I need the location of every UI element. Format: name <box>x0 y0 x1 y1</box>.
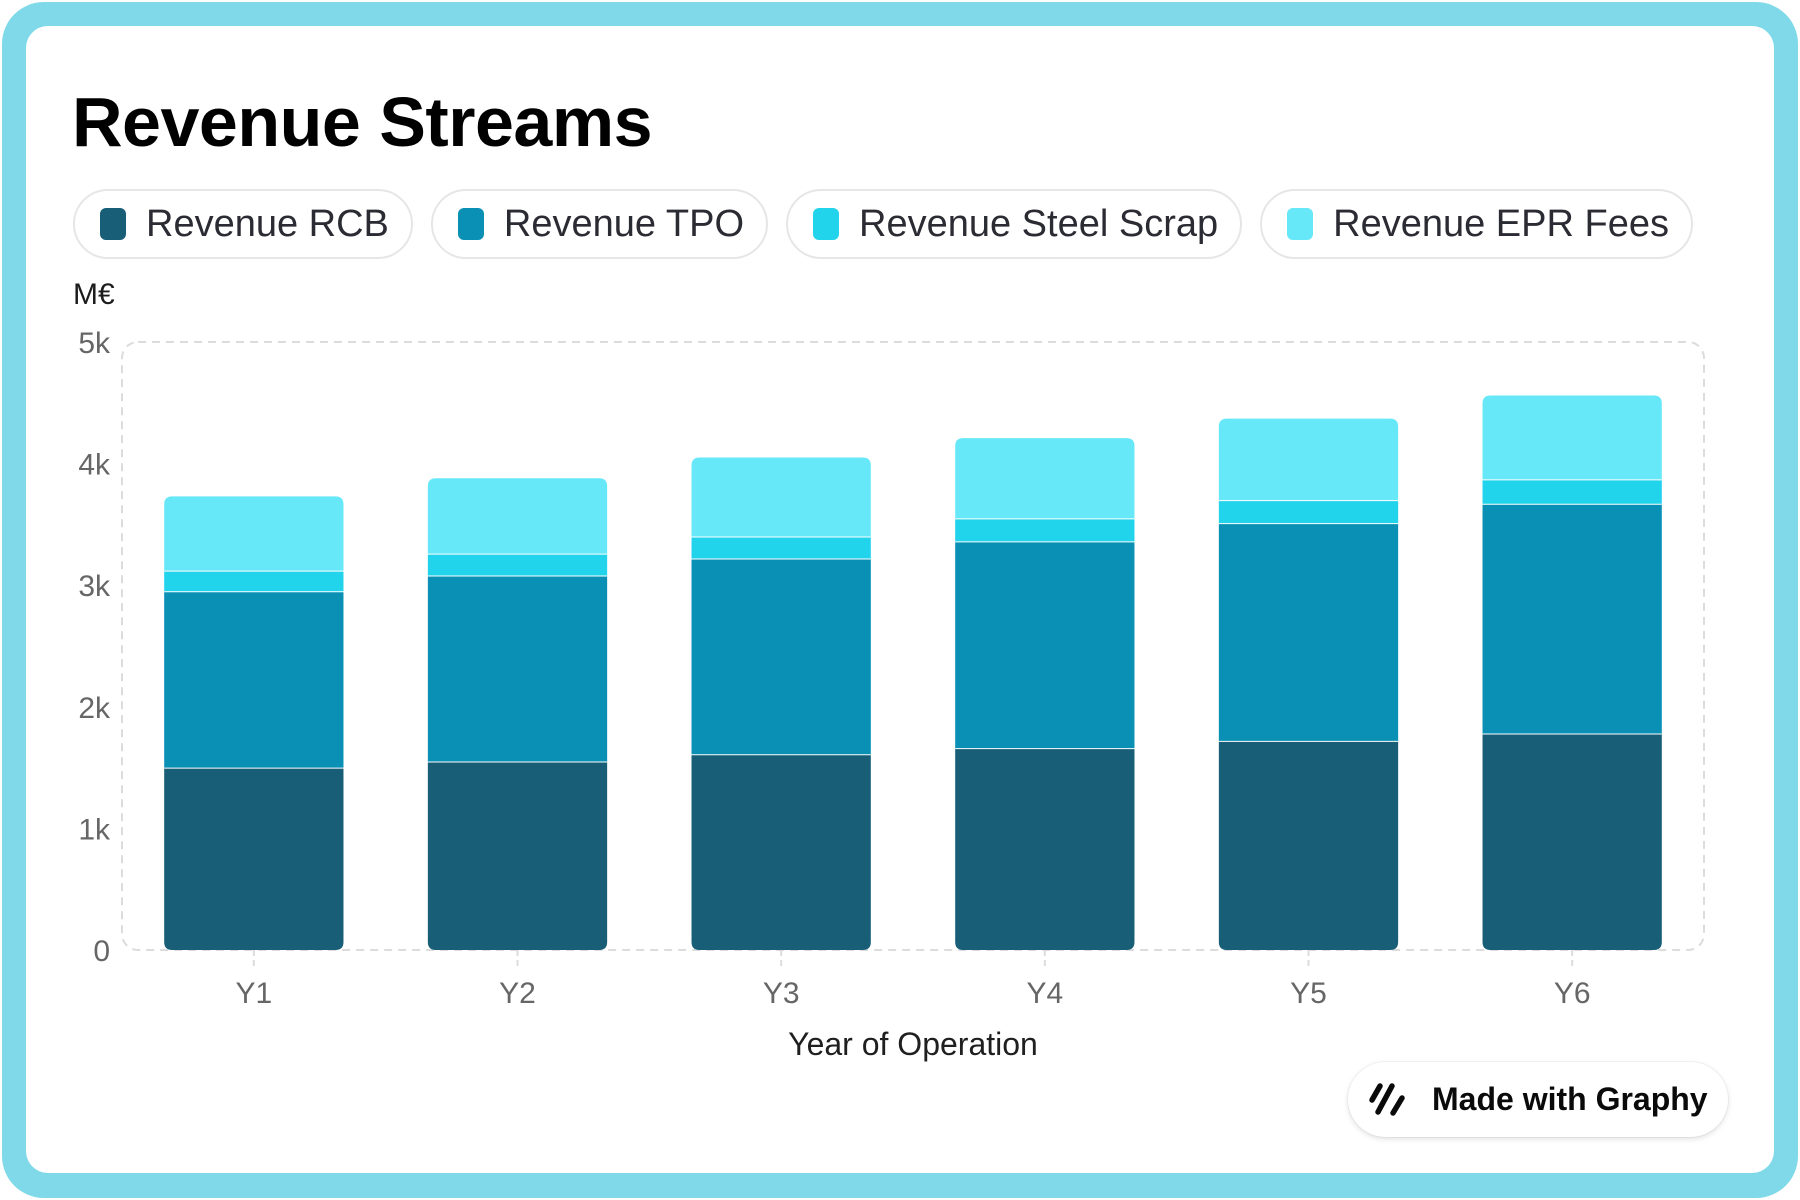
legend: Revenue RCB Revenue TPO Revenue Steel Sc… <box>73 189 1693 259</box>
y-tick-label: 5k <box>78 327 111 360</box>
x-tick-label: Y3 <box>763 977 800 1010</box>
legend-item-revenue-epr-fees[interactable]: Revenue EPR Fees <box>1260 189 1693 259</box>
badge-label: Made with Graphy <box>1432 1081 1708 1117</box>
bar-segment-revenue-tpo-y6[interactable] <box>1482 503 1662 734</box>
bar-segment-revenue-steel-scrap-y3[interactable] <box>691 536 871 559</box>
x-tick-label: Y4 <box>1026 977 1063 1010</box>
bar-segment-revenue-steel-scrap-y5[interactable] <box>1218 500 1399 524</box>
y-tick-label: 3k <box>78 570 111 603</box>
x-tick-label: Y6 <box>1554 977 1591 1010</box>
bar-segment-revenue-tpo-y5[interactable] <box>1218 523 1399 741</box>
legend-swatch <box>1287 208 1314 240</box>
legend-swatch <box>100 208 126 240</box>
bar-segment-revenue-rcb-y2[interactable] <box>427 761 608 950</box>
plot-area-border <box>121 341 1705 951</box>
bar-segment-revenue-epr-fees-y5[interactable] <box>1218 418 1399 501</box>
x-tick-label: Y2 <box>499 977 536 1010</box>
bar-segment-revenue-epr-fees-y1[interactable] <box>164 496 344 571</box>
y-tick-label: 0 <box>93 935 110 968</box>
x-tick-label: Y1 <box>235 977 272 1010</box>
bar-segment-revenue-rcb-y5[interactable] <box>1218 740 1399 950</box>
bar-segment-revenue-steel-scrap-y2[interactable] <box>427 553 608 576</box>
y-tick-label: 4k <box>78 449 111 482</box>
graphy-logo-icon <box>1369 1082 1405 1116</box>
y-axis-unit-label: M€ <box>73 278 115 311</box>
bar-segment-revenue-rcb-y1[interactable] <box>164 767 344 950</box>
x-axis-title: Year of Operation <box>788 1026 1038 1062</box>
legend-label: Revenue RCB <box>146 203 389 245</box>
legend-item-revenue-rcb[interactable]: Revenue RCB <box>73 189 413 259</box>
bar-segment-revenue-tpo-y2[interactable] <box>427 575 608 762</box>
chart-title: Revenue Streams <box>72 83 653 161</box>
bar-segment-revenue-tpo-y3[interactable] <box>691 558 871 755</box>
bar-segment-revenue-steel-scrap-y4[interactable] <box>955 518 1135 542</box>
made-with-graphy-badge[interactable]: Made with Graphy <box>1348 1062 1728 1137</box>
bar-segment-revenue-epr-fees-y4[interactable] <box>955 438 1135 519</box>
x-tick-label: Y5 <box>1290 977 1327 1010</box>
legend-label: Revenue Steel Scrap <box>859 203 1219 245</box>
bar-segment-revenue-epr-fees-y3[interactable] <box>691 457 871 537</box>
legend-label: Revenue TPO <box>503 203 745 245</box>
legend-item-revenue-tpo[interactable]: Revenue TPO <box>430 189 769 259</box>
bar-segment-revenue-tpo-y1[interactable] <box>164 591 344 768</box>
bar-segment-revenue-steel-scrap-y6[interactable] <box>1482 479 1662 504</box>
bar-segment-revenue-epr-fees-y6[interactable] <box>1482 395 1662 480</box>
y-tick-label: 1k <box>78 813 111 846</box>
legend-swatch <box>813 208 840 240</box>
legend-swatch <box>457 208 484 240</box>
bar-segment-revenue-steel-scrap-y1[interactable] <box>164 570 344 592</box>
bar-segment-revenue-rcb-y6[interactable] <box>1482 733 1662 950</box>
legend-item-revenue-steel-scrap[interactable]: Revenue Steel Scrap <box>786 189 1243 259</box>
bar-segment-revenue-rcb-y3[interactable] <box>691 754 871 950</box>
legend-label: Revenue EPR Fees <box>1333 203 1669 245</box>
bar-segment-revenue-rcb-y4[interactable] <box>955 748 1135 950</box>
bar-segment-revenue-tpo-y4[interactable] <box>955 541 1135 749</box>
bar-segment-revenue-epr-fees-y2[interactable] <box>427 478 608 554</box>
y-tick-label: 2k <box>78 692 111 725</box>
